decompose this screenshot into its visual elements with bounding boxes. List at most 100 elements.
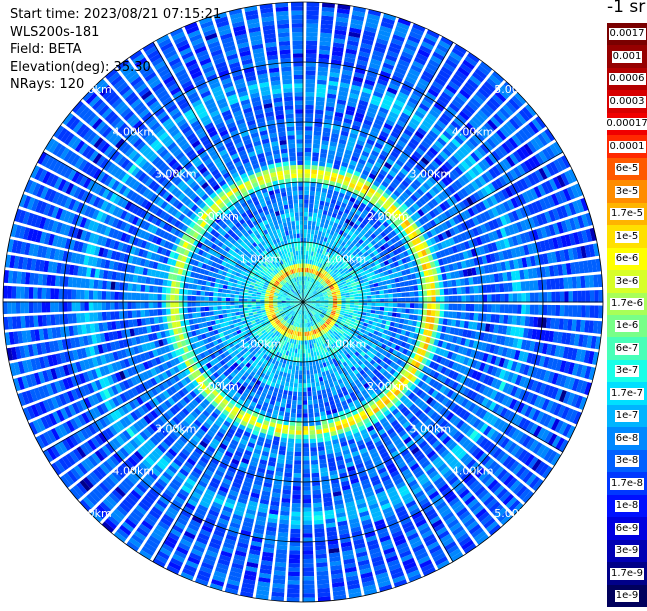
beta-bin (33, 315, 38, 327)
beta-bin (280, 188, 286, 193)
beta-bin (68, 277, 73, 287)
beta-bin (223, 318, 228, 322)
beta-bin (51, 275, 56, 286)
beta-bin (307, 268, 309, 273)
beta-bin (294, 66, 304, 71)
beta-bin (283, 88, 292, 93)
beta-bin (292, 28, 304, 33)
beta-bin (294, 242, 297, 247)
beta-bin (306, 83, 315, 88)
beta-bin (314, 131, 322, 136)
beta-bin (128, 320, 133, 328)
beta-bin (283, 84, 292, 89)
beta-bin (316, 92, 325, 97)
beta-bin (346, 298, 350, 300)
beta-bin (577, 291, 582, 303)
beta-bin (243, 299, 247, 302)
beta-bin (93, 291, 98, 300)
beta-bin (299, 212, 303, 216)
beta-bin (149, 286, 154, 293)
beta-bin (279, 41, 290, 46)
beta-bin (179, 295, 184, 300)
beta-bin (119, 292, 124, 300)
beta-bin (383, 285, 388, 289)
beta-bin (46, 315, 51, 326)
beta-bin (599, 290, 604, 303)
beta-bin (260, 304, 264, 306)
beta-bin (102, 302, 106, 311)
beta-bin (127, 293, 132, 300)
beta-bin (228, 317, 233, 321)
beta-bin (299, 208, 303, 212)
beta-bin (369, 280, 374, 284)
beta-bin (218, 310, 223, 314)
beta-bin (296, 255, 298, 260)
beta-bin (136, 302, 140, 309)
beta-bin (166, 295, 170, 301)
beta-bin (406, 298, 410, 303)
beta-bin (306, 71, 316, 76)
beta-bin (350, 295, 355, 298)
beta-bin (296, 139, 303, 144)
beta-bin (269, 297, 274, 299)
beta-bin (291, 169, 297, 174)
beta-bin (286, 114, 294, 119)
beta-bin (580, 276, 585, 288)
beta-bin (341, 298, 345, 300)
beta-bin (136, 284, 141, 291)
beta-bin (499, 283, 504, 292)
beta-bin (281, 214, 286, 219)
beta-bin (312, 225, 316, 230)
beta-bin (21, 316, 26, 328)
beta-bin (217, 302, 221, 306)
beta-bin (76, 313, 81, 323)
beta-bin (106, 291, 111, 299)
beta-bin (581, 291, 586, 303)
beta-bin (318, 209, 323, 214)
beta-bin (303, 272, 304, 276)
beta-bin (3, 301, 8, 314)
beta-bin (376, 295, 381, 298)
beta-bin (386, 280, 391, 285)
beta-bin (315, 114, 323, 119)
beta-bin (453, 296, 457, 303)
beta-bin (479, 295, 483, 303)
beta-bin (290, 252, 293, 257)
beta-bin (222, 289, 227, 293)
beta-bin (349, 289, 354, 292)
beta-bin (170, 302, 174, 308)
beta-bin (12, 317, 17, 330)
beta-bin (287, 222, 291, 227)
beta-bin (299, 272, 301, 276)
beta-bin (371, 295, 376, 298)
beta-bin (226, 310, 231, 314)
beta-bin (232, 316, 237, 320)
beta-bin (200, 291, 205, 296)
beta-bin (153, 309, 158, 316)
beta-bin (72, 277, 77, 287)
beta-bin (230, 298, 234, 301)
beta-bin (292, 19, 304, 24)
beta-bin (226, 306, 231, 309)
beta-bin (72, 313, 77, 323)
beta-bin (298, 165, 304, 169)
beta-bin (298, 173, 304, 177)
beta-bin (277, 301, 281, 302)
beta-bin (283, 222, 287, 227)
beta-bin (474, 295, 478, 303)
beta-bin (233, 279, 238, 283)
beta-bin (187, 296, 191, 301)
beta-bin (8, 317, 13, 330)
beta-bin (136, 293, 141, 300)
beta-bin (307, 238, 310, 243)
beta-bin (217, 297, 221, 301)
beta-bin (192, 307, 197, 312)
beta-bin (281, 232, 285, 237)
beta-bin (457, 287, 462, 294)
beta-bin (288, 200, 293, 205)
beta-bin (306, 259, 308, 263)
beta-bin (297, 152, 303, 156)
beta-bin (16, 301, 21, 313)
beta-bin (296, 131, 303, 135)
beta-bin (397, 298, 401, 302)
